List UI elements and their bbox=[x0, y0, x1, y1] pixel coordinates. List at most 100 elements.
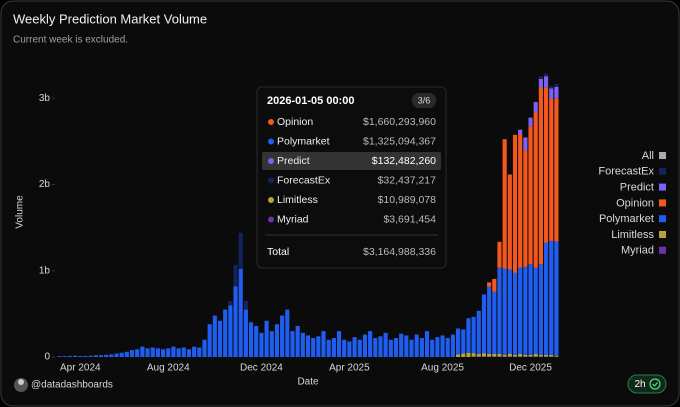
y-tick-label: 3b bbox=[39, 93, 51, 104]
tooltip-name: Polymarket bbox=[277, 135, 330, 147]
bar bbox=[259, 332, 264, 357]
x-tick-label: Dec 2025 bbox=[509, 363, 552, 374]
legend-label[interactable]: Myriad bbox=[621, 245, 654, 257]
bar bbox=[471, 353, 476, 357]
x-tick-label: Dec 2024 bbox=[240, 363, 283, 374]
bar bbox=[533, 112, 538, 268]
bar bbox=[497, 267, 502, 354]
bar bbox=[62, 356, 67, 357]
tooltip-value: $132,482,260 bbox=[372, 155, 436, 167]
bar bbox=[492, 278, 497, 292]
bar bbox=[290, 331, 295, 357]
bar bbox=[176, 348, 181, 357]
bar bbox=[249, 321, 254, 323]
bar bbox=[119, 352, 124, 357]
bar bbox=[181, 347, 186, 357]
bar bbox=[166, 348, 171, 357]
bar bbox=[98, 355, 104, 357]
bar bbox=[518, 353, 523, 357]
bar bbox=[487, 282, 492, 287]
check-icon bbox=[649, 378, 661, 390]
bar bbox=[238, 269, 243, 357]
bar bbox=[507, 269, 512, 354]
bar bbox=[512, 272, 518, 355]
bar bbox=[233, 264, 238, 287]
x-axis-label: Date bbox=[297, 377, 319, 388]
legend-swatch bbox=[659, 199, 666, 207]
bar bbox=[554, 355, 559, 357]
bar bbox=[518, 133, 523, 268]
bar bbox=[238, 232, 243, 270]
bar bbox=[554, 241, 559, 356]
bar bbox=[450, 334, 455, 357]
bar bbox=[150, 347, 155, 357]
bar bbox=[280, 315, 285, 357]
bar bbox=[461, 353, 466, 357]
bar bbox=[523, 354, 528, 357]
bar bbox=[523, 137, 528, 151]
bar bbox=[342, 339, 347, 357]
bar bbox=[104, 354, 109, 357]
x-tick-label: Apr 2024 bbox=[60, 363, 101, 374]
bar bbox=[430, 339, 435, 357]
tooltip-page: 3/6 bbox=[418, 95, 431, 105]
tooltip-dot bbox=[268, 216, 274, 223]
bar bbox=[497, 353, 502, 357]
bar bbox=[88, 355, 93, 357]
tooltip-dot bbox=[268, 158, 274, 164]
bar bbox=[466, 352, 471, 357]
bar bbox=[373, 338, 378, 357]
bar bbox=[352, 337, 357, 357]
legend-label: All bbox=[642, 150, 654, 162]
bar bbox=[83, 355, 88, 357]
bar bbox=[502, 268, 507, 355]
legend-label[interactable]: Opinion bbox=[616, 197, 654, 209]
bar bbox=[228, 305, 233, 357]
bar bbox=[518, 129, 523, 134]
bar bbox=[424, 331, 430, 357]
bar bbox=[471, 316, 476, 354]
bar bbox=[217, 320, 223, 357]
legend-label[interactable]: Predict bbox=[620, 182, 654, 194]
bar bbox=[456, 354, 461, 357]
bar bbox=[300, 332, 305, 357]
legend-label[interactable]: ForecastEx bbox=[598, 166, 654, 178]
check-mark bbox=[652, 382, 658, 387]
bar bbox=[502, 354, 507, 357]
bar bbox=[533, 353, 538, 357]
bar bbox=[336, 331, 342, 357]
bar bbox=[543, 76, 549, 88]
badge-text: 2h bbox=[634, 379, 645, 390]
tooltip-value: $1,660,293,960 bbox=[363, 116, 436, 128]
bar bbox=[512, 134, 518, 273]
bar bbox=[528, 354, 533, 357]
bar bbox=[549, 98, 554, 241]
tooltip-box bbox=[256, 86, 447, 269]
bar bbox=[414, 334, 419, 357]
bar bbox=[466, 318, 471, 353]
bar bbox=[538, 264, 543, 355]
bar bbox=[192, 346, 197, 357]
bar bbox=[109, 354, 114, 357]
bar bbox=[67, 355, 73, 357]
avatar-head bbox=[18, 379, 24, 385]
bar bbox=[461, 329, 466, 354]
bar bbox=[419, 338, 424, 357]
tooltip-page-badge bbox=[412, 93, 436, 108]
bar bbox=[388, 339, 393, 357]
bar bbox=[543, 87, 549, 243]
legend-swatch bbox=[659, 246, 666, 254]
tooltip-name: Predict bbox=[277, 155, 310, 167]
tooltip-value: $10,989,078 bbox=[378, 194, 437, 206]
legend-label[interactable]: Limitless bbox=[611, 229, 654, 241]
bar bbox=[507, 174, 512, 270]
tooltip-name: Opinion bbox=[277, 116, 313, 128]
tooltip-name: Limitless bbox=[277, 194, 318, 206]
bar bbox=[523, 266, 528, 355]
bar bbox=[554, 86, 559, 99]
bar bbox=[549, 85, 554, 89]
bar bbox=[549, 240, 554, 355]
legend-label[interactable]: Polymarket bbox=[599, 213, 654, 225]
bar bbox=[538, 78, 543, 88]
bar bbox=[114, 353, 119, 357]
